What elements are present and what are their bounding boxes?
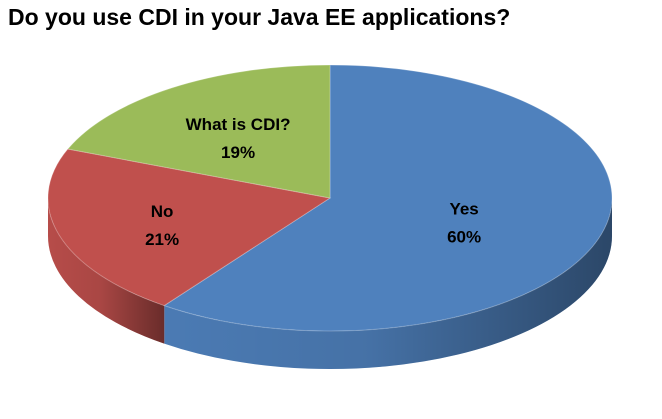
pie-slice-what-is-cdi xyxy=(66,64,331,199)
slice-category-label: Yes xyxy=(449,200,478,219)
pie-sides xyxy=(48,198,613,370)
slice-category-label: No xyxy=(151,202,174,221)
pie-slices xyxy=(47,64,613,332)
pie-side-shade xyxy=(164,198,613,370)
chart-title: Do you use CDI in your Java EE applicati… xyxy=(8,4,511,30)
slice-category-label: What is CDI? xyxy=(186,115,291,134)
pie-slice-yes xyxy=(163,64,613,332)
pie-slice-no xyxy=(47,148,332,307)
pie-labels: Yes 60% No 21% What is CDI? 19% xyxy=(145,115,481,249)
slice-value-label: 19% xyxy=(221,143,255,162)
pie-side-shade xyxy=(48,198,165,344)
slice-value-label: 60% xyxy=(447,228,481,247)
slice-value-label: 21% xyxy=(145,230,179,249)
